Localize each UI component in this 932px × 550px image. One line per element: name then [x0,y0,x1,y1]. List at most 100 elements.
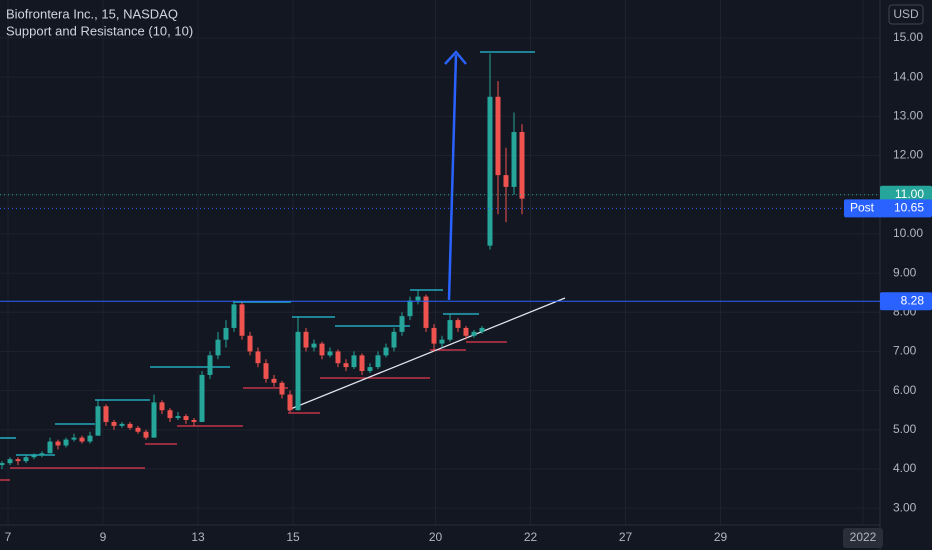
y-tick-label: 3.00 [893,500,917,514]
candle-body [495,96,501,176]
x-tick-label: 13 [191,530,205,544]
price-label: 8.28 [901,293,925,307]
y-tick-label: 13.00 [893,109,923,123]
candle-body [367,367,373,372]
x-tick-label: 2022 [850,530,877,544]
candle-body [167,410,173,419]
candle-body [159,402,165,411]
candle-body [111,421,117,426]
candle-body [263,363,269,379]
candle-body [319,343,325,356]
candle-body [191,420,197,422]
candle-body [175,416,181,419]
candle-body [55,441,61,446]
candle-body [311,343,317,348]
candle-body [95,406,101,436]
candle-body [439,339,445,344]
price-label: 11.00 [895,187,924,201]
candle-body [447,320,453,340]
candle-body [223,327,229,340]
candle-body [183,416,189,420]
price-label: 10.65 [894,201,924,215]
candle-body [231,304,237,328]
sr-resistance [0,51,535,456]
candle-body [335,351,341,364]
candle-body [31,455,37,458]
candle-body [15,459,21,462]
candle-body [391,331,397,348]
candle-body [79,437,85,442]
candle-body [287,394,293,411]
candle-body [23,457,29,462]
candle-body [151,402,157,438]
candle-body [399,316,405,332]
x-tick-label: 27 [619,530,633,544]
candle-body [511,132,517,187]
candle-body [503,175,509,187]
y-tick-label: 4.00 [893,461,917,475]
candle-body [463,327,469,336]
candle-body [127,423,133,428]
x-tick-label: 29 [714,530,728,544]
candle-body [87,435,93,442]
candle-body [239,304,245,336]
y-tick-label: 10.00 [893,226,923,240]
candle-body [63,439,69,446]
x-tick-label: 7 [5,530,12,544]
price-label-box [880,292,932,311]
y-tick-label: 15.00 [893,30,923,44]
candle-body [487,96,493,246]
candle-body [39,453,45,456]
candle-body [0,463,5,466]
x-tick-label: 9 [100,530,107,544]
currency: USD [893,7,919,21]
candle-body [375,355,381,368]
candle-body [471,331,477,336]
y-tick-label: 14.00 [893,69,923,83]
candle-body [71,437,77,440]
indicator-name: Support and Resistance (10, 10) [6,23,193,38]
y-tick-label: 6.00 [893,383,917,397]
candle-body [199,374,205,422]
candle-body [119,423,125,426]
candle-body [207,355,213,375]
currency-box[interactable] [888,4,924,25]
candle-body [423,296,429,328]
price-tag-box [844,199,932,218]
y-tick-label: 9.00 [893,265,917,279]
candle-body [103,406,109,422]
trend-line [287,297,566,411]
candle-body [271,378,277,383]
candle-body [255,351,261,364]
candle-body [431,327,437,344]
candle-body [327,351,333,356]
candle-body [143,431,149,438]
candle-body [383,347,389,356]
x-tick-label: 20 [429,530,443,544]
candle-body [407,300,413,317]
candle-body [455,320,461,328]
candle-body [279,382,285,395]
chart-title: Biofrontera Inc., 15, NASDAQ [6,6,178,21]
candle-body [303,331,309,348]
candle-body [519,132,525,199]
candle-body [351,355,357,368]
date-box [843,528,883,548]
x-tick-label: 15 [286,530,300,544]
y-tick-label: 5.00 [893,422,917,436]
candle-body [215,339,221,356]
candle-body [359,355,365,372]
candle-body [247,335,253,352]
candle-body [343,363,349,368]
y-tick-label: 7.00 [893,344,917,358]
price-label-box [880,185,932,204]
y-tick-label: 12.00 [893,148,923,162]
candle-body [415,296,421,301]
arrow [444,50,467,301]
price-tag: Post [850,201,875,215]
candle-body [135,427,141,432]
x-tick-label: 22 [524,530,538,544]
